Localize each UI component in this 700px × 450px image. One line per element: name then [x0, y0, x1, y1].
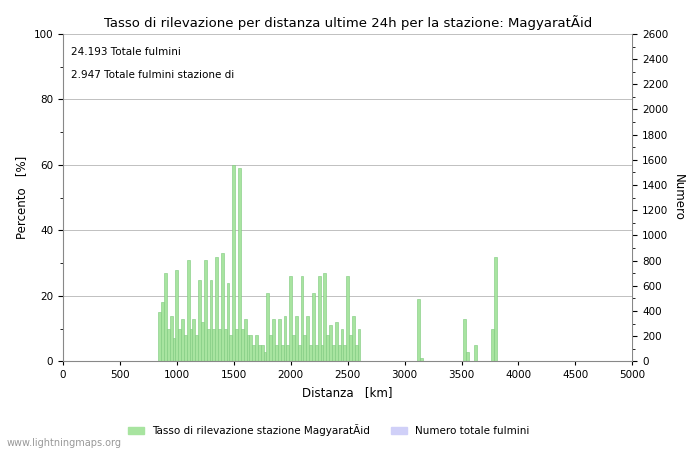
Bar [321, 345, 323, 361]
Bar [255, 335, 258, 361]
Bar [289, 276, 292, 361]
Bar [352, 315, 355, 361]
Bar [261, 345, 264, 361]
Bar [326, 335, 329, 361]
Bar [267, 292, 270, 361]
Bar [346, 276, 349, 361]
Bar [252, 345, 255, 361]
Bar [349, 335, 352, 361]
Text: 2.947 Totale fulmini stazione di: 2.947 Totale fulmini stazione di [71, 70, 234, 80]
Bar [337, 345, 340, 361]
Bar [292, 335, 295, 361]
Bar [169, 315, 172, 361]
Bar [417, 299, 420, 361]
Bar [176, 270, 178, 361]
Bar [278, 319, 281, 361]
Bar [158, 312, 161, 361]
Bar [463, 319, 466, 361]
Bar [238, 168, 241, 361]
Bar [221, 253, 224, 361]
Bar [329, 325, 332, 361]
Bar [230, 335, 232, 361]
Bar [232, 165, 235, 361]
Bar [284, 315, 286, 361]
Legend: Tasso di rilevazione stazione MagyaratÃid, Numero totale fulmini: Tasso di rilevazione stazione MagyaratÃi… [125, 420, 533, 440]
Bar [227, 283, 230, 361]
Bar [323, 273, 326, 361]
Y-axis label: Percento   [%]: Percento [%] [15, 156, 28, 239]
Bar [190, 328, 193, 361]
Bar [172, 338, 176, 361]
Bar [212, 328, 215, 361]
Bar [215, 256, 218, 361]
Bar [235, 328, 238, 361]
Bar [272, 319, 275, 361]
Bar [315, 345, 318, 361]
Bar [206, 328, 209, 361]
X-axis label: Distanza   [km]: Distanza [km] [302, 386, 393, 399]
Bar [355, 345, 358, 361]
Bar [309, 345, 312, 361]
Bar [358, 328, 360, 361]
Bar [281, 345, 284, 361]
Bar [312, 292, 315, 361]
Bar [304, 335, 307, 361]
Bar [241, 328, 244, 361]
Bar [318, 276, 321, 361]
Bar [286, 345, 289, 361]
Bar [332, 345, 335, 361]
Bar [258, 345, 261, 361]
Bar [244, 319, 246, 361]
Bar [475, 345, 477, 361]
Bar [198, 279, 201, 361]
Bar [298, 345, 301, 361]
Bar [246, 335, 249, 361]
Bar [195, 335, 198, 361]
Y-axis label: Numero: Numero [672, 174, 685, 221]
Bar [264, 351, 267, 361]
Bar [307, 315, 309, 361]
Bar [466, 351, 468, 361]
Bar [181, 319, 184, 361]
Bar [184, 335, 187, 361]
Bar [295, 315, 298, 361]
Bar [224, 328, 227, 361]
Bar [204, 260, 206, 361]
Bar [178, 328, 181, 361]
Bar [249, 335, 252, 361]
Bar [335, 322, 337, 361]
Text: 24.193 Totale fulmini: 24.193 Totale fulmini [71, 47, 181, 57]
Bar [420, 358, 423, 361]
Bar [344, 345, 346, 361]
Bar [167, 328, 169, 361]
Bar [218, 328, 221, 361]
Bar [340, 328, 344, 361]
Bar [494, 256, 497, 361]
Title: Tasso di rilevazione per distanza ultime 24h per la stazione: MagyaratÃid: Tasso di rilevazione per distanza ultime… [104, 15, 592, 30]
Bar [161, 302, 164, 361]
Bar [164, 273, 167, 361]
Bar [201, 322, 204, 361]
Text: www.lightningmaps.org: www.lightningmaps.org [7, 438, 122, 448]
Bar [491, 328, 494, 361]
Bar [301, 276, 304, 361]
Bar [270, 335, 272, 361]
Bar [275, 345, 278, 361]
Bar [193, 319, 195, 361]
Bar [209, 279, 212, 361]
Bar [187, 260, 190, 361]
